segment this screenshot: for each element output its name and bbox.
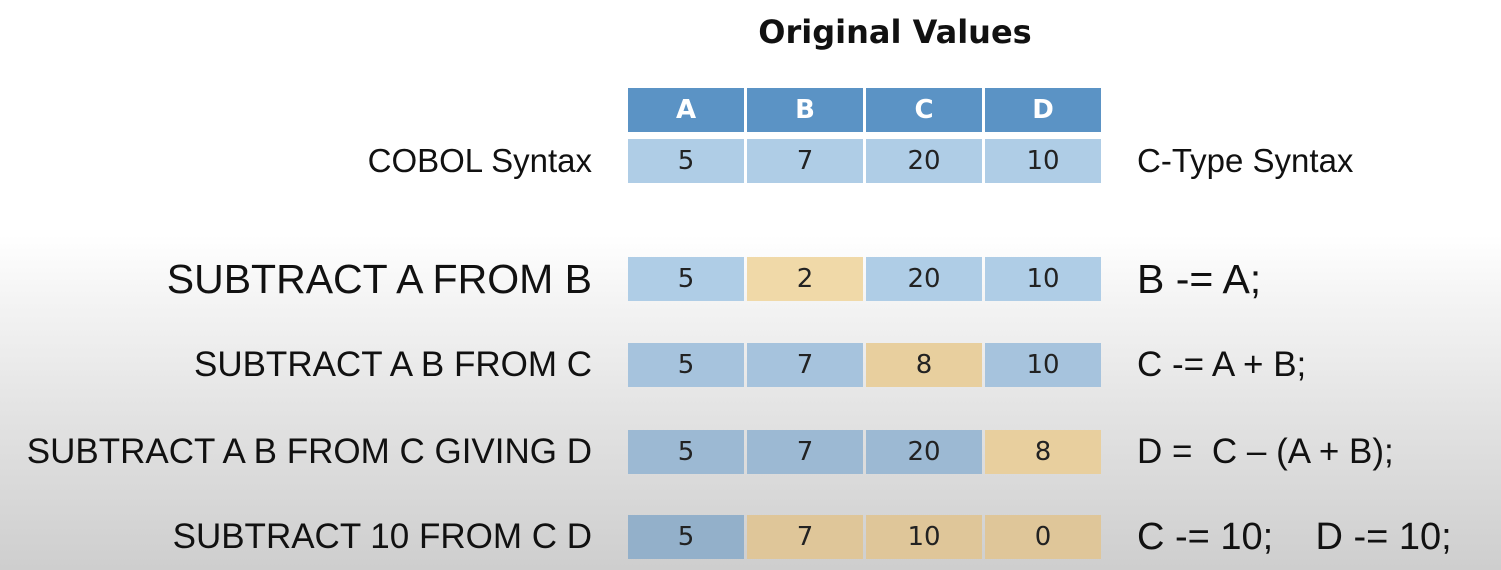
value-cell-a: 5 (628, 430, 744, 474)
value-cell-a: 5 (628, 343, 744, 387)
cobol-statement: SUBTRACT A B FROM C GIVING D (26, 432, 592, 471)
column-header-b: B (747, 88, 863, 132)
value-cell-a: 5 (628, 257, 744, 301)
c-statement: C -= 10; D -= 10; (1137, 516, 1452, 558)
value-cell-b: 7 (747, 343, 863, 387)
value-cell-d: 0 (985, 515, 1101, 559)
cobol-statement: SUBTRACT A B FROM C (193, 345, 592, 384)
value-cell-a: 5 (628, 515, 744, 559)
value-cell-b: 7 (747, 515, 863, 559)
column-header-row: A B C D (0, 88, 1501, 132)
value-cell-c: 20 (866, 430, 982, 474)
value-cell-b: 7 (747, 430, 863, 474)
c-statement: B -= A; (1137, 256, 1262, 302)
value-cell-c: 10 (866, 515, 982, 559)
value-cell-d: 10 (985, 257, 1101, 301)
value-cell-d: 10 (985, 139, 1101, 183)
value-cell-c: 20 (866, 139, 982, 183)
cobol-statement: SUBTRACT 10 FROM C D (172, 517, 592, 556)
operation-row: SUBTRACT A B FROM C GIVING D 5 7 20 8 D … (0, 430, 1501, 474)
column-header-a: A (628, 88, 744, 132)
column-header-c: C (866, 88, 982, 132)
value-cell-d: 8 (985, 430, 1101, 474)
column-header-d: D (985, 88, 1101, 132)
c-type-syntax-heading: C-Type Syntax (1137, 142, 1354, 179)
value-cell-a: 5 (628, 139, 744, 183)
operation-row: SUBTRACT A FROM B 5 2 20 10 B -= A; (0, 257, 1501, 301)
c-statement: C -= A + B; (1137, 345, 1307, 384)
cobol-statement: SUBTRACT A FROM B (166, 256, 592, 302)
original-values-row: COBOL Syntax 5 7 20 10 C-Type Syntax (0, 139, 1501, 183)
value-cell-b: 7 (747, 139, 863, 183)
value-cell-d: 10 (985, 343, 1101, 387)
page-title: Original Values (758, 13, 1032, 51)
operation-row: SUBTRACT A B FROM C 5 7 8 10 C -= A + B; (0, 343, 1501, 387)
c-statement: D = C – (A + B); (1137, 432, 1394, 471)
value-cell-c: 20 (866, 257, 982, 301)
value-cell-b: 2 (747, 257, 863, 301)
operation-row: SUBTRACT 10 FROM C D 5 7 10 0 C -= 10; D… (0, 515, 1501, 559)
cobol-syntax-heading: COBOL Syntax (367, 142, 592, 179)
value-cell-c: 8 (866, 343, 982, 387)
